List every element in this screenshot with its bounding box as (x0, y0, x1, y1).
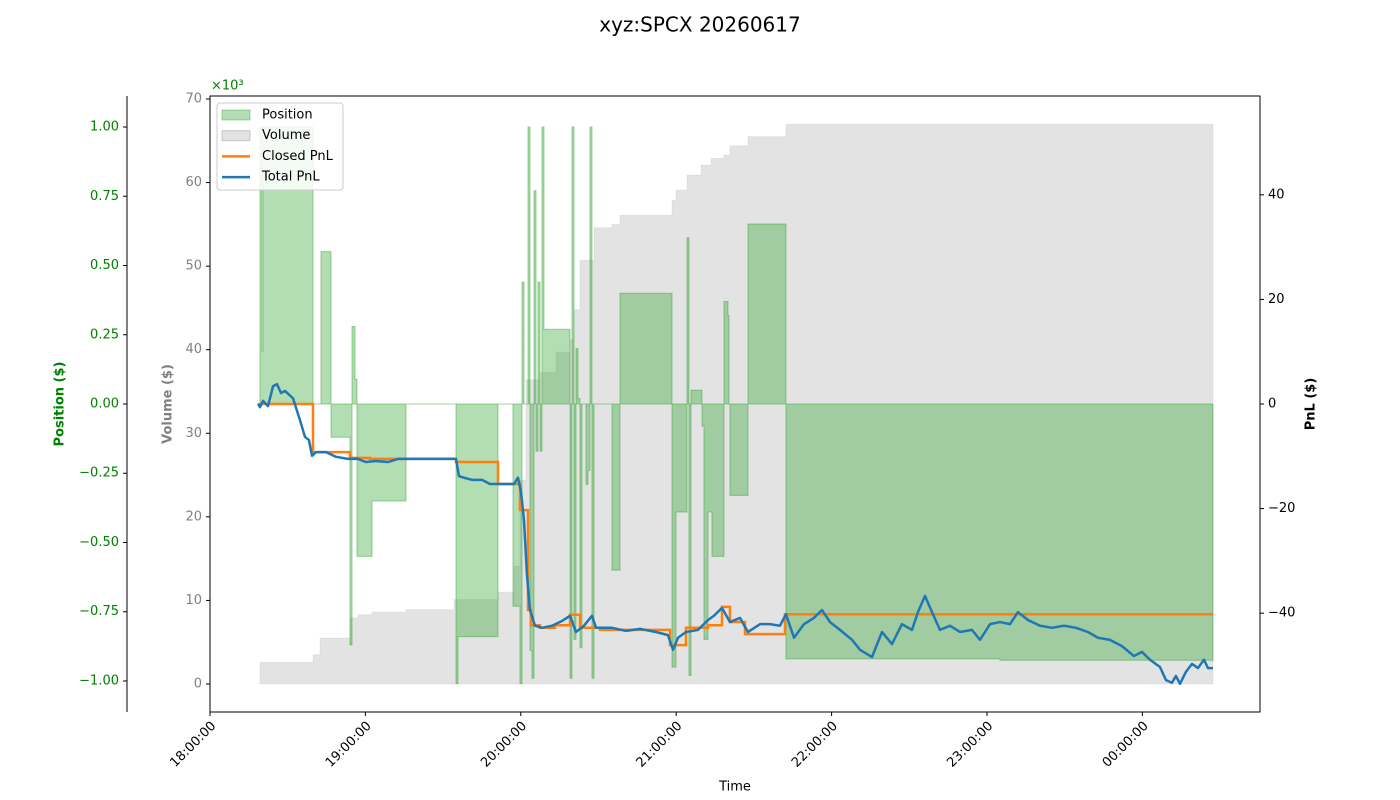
x-tick-label: 22:00:00 (789, 719, 841, 771)
y-offset-label: ×10³ (211, 79, 244, 94)
pnl-tick-label: −40 (1268, 606, 1295, 621)
position-tick-label: 0.00 (90, 397, 119, 412)
position-tick-label: 0.75 (90, 189, 119, 204)
legend-label: Position (262, 108, 313, 123)
volume-axis-label: Volume ($) (161, 364, 176, 444)
position-tick-label: −1.00 (79, 673, 119, 688)
area (258, 123, 1214, 685)
volume-tick-label: 60 (185, 175, 202, 190)
position-tick-label: 1.00 (90, 120, 119, 135)
x-tick-label: 18:00:00 (167, 719, 219, 771)
x-tick-label: 21:00:00 (634, 719, 686, 771)
area (258, 126, 1214, 685)
x-axis-label: Time (718, 780, 751, 795)
legend-label: Volume (262, 128, 310, 143)
position-tick-label: −0.25 (79, 466, 119, 481)
plot-area (256, 123, 1214, 686)
legend-swatch (221, 130, 251, 142)
volume-tick-label: 20 (185, 509, 202, 524)
position-tick-label: 0.25 (90, 327, 119, 342)
legend-swatch (221, 109, 251, 121)
pnl-tick-label: 0 (1268, 397, 1276, 412)
legend: Position Volume Closed PnL Total PnL (216, 102, 344, 191)
y-axis-label: Position ($) (53, 362, 68, 447)
volume-tick-label: 10 (185, 593, 202, 608)
position-tick-label: −0.75 (79, 604, 119, 619)
x-tick-label: 23:00:00 (944, 719, 996, 771)
pnl-axis-label: PnL ($) (1304, 378, 1319, 431)
position-tick-label: −0.50 (79, 535, 119, 550)
legend-box (216, 102, 344, 191)
pnl-tick-label: 20 (1268, 292, 1285, 307)
chart-title: xyz:SPCX 20260617 (599, 13, 800, 37)
volume-tick-label: 30 (185, 426, 202, 441)
volume-tick-label: 0 (194, 677, 202, 692)
x-tick-label: 20:00:00 (478, 719, 530, 771)
x-tick-label: 19:00:00 (323, 719, 375, 771)
legend-label: Total PnL (261, 170, 320, 185)
line (256, 382, 1213, 686)
volume-tick-label: 70 (185, 92, 202, 107)
position-tick-label: 0.50 (90, 258, 119, 273)
x-tick-label: 00:00:00 (1100, 719, 1152, 771)
pnl-tick-label: −20 (1268, 501, 1295, 516)
pnl-tick-label: 40 (1268, 187, 1285, 202)
legend-label: Closed PnL (262, 149, 334, 164)
volume-tick-label: 40 (185, 342, 202, 357)
volume-tick-label: 50 (185, 259, 202, 274)
